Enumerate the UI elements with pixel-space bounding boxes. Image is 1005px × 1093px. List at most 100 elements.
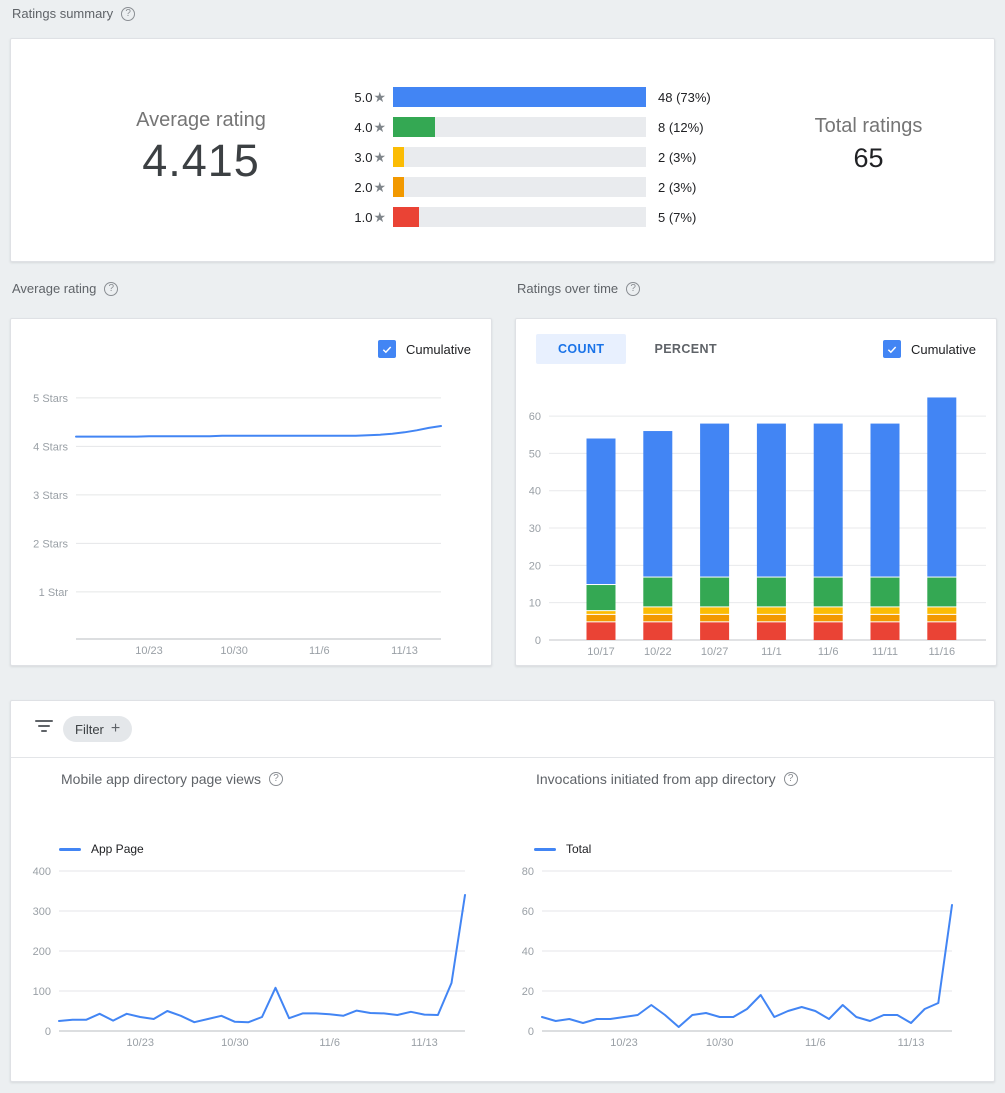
filter-chip[interactable]: Filter + xyxy=(63,716,133,742)
cumulative-toggle[interactable]: Cumulative xyxy=(377,340,471,358)
svg-text:11/13: 11/13 xyxy=(411,1037,438,1049)
panel-title-text: Invocations initiated from app directory xyxy=(536,771,776,787)
svg-text:20: 20 xyxy=(522,986,534,998)
rating-row: 5.0★ 48 (73%) xyxy=(348,82,711,112)
svg-text:2 Stars: 2 Stars xyxy=(33,538,68,550)
cumulative-checkbox[interactable] xyxy=(882,340,901,358)
svg-text:100: 100 xyxy=(33,986,51,998)
section-title-text: Ratings over time xyxy=(517,281,619,296)
rating-label: 2.0★ xyxy=(354,178,386,195)
legend-label: App Page xyxy=(91,842,144,856)
tab-percent[interactable]: PERCENT xyxy=(654,342,717,356)
rating-count: 8 (12%) xyxy=(658,119,704,135)
cumulative-checkbox[interactable] xyxy=(377,340,396,358)
ratings-breakdown-chart: 5.0★ 48 (73%) 4.0★ 8 (12%) 3.0★ 2 (3%) 2.0★ 2 (… xyxy=(348,82,711,232)
star-icon: ★ xyxy=(373,118,386,135)
star-icon: ★ xyxy=(373,88,386,105)
svg-text:10: 10 xyxy=(529,598,541,610)
help-icon[interactable]: ? xyxy=(626,281,641,296)
rating-bar-track xyxy=(393,117,646,137)
svg-text:40: 40 xyxy=(522,946,534,958)
ratings-over-time-card: 0 10 20 30 40 50 60 10/17 10/22 10/27 11/1 11/6 11/1… xyxy=(515,318,997,666)
svg-text:10/22: 10/22 xyxy=(644,646,672,658)
svg-text:11/11: 11/11 xyxy=(872,646,898,658)
svg-text:11/6: 11/6 xyxy=(805,1037,826,1049)
svg-text:30: 30 xyxy=(529,523,541,535)
svg-text:60: 60 xyxy=(529,411,541,423)
rating-row: 4.0★ 8 (12%) xyxy=(348,112,711,142)
total-ratings-value: 65 xyxy=(853,143,884,173)
help-icon[interactable]: ? xyxy=(104,281,119,296)
legend-line xyxy=(534,847,556,851)
rating-count: 2 (3%) xyxy=(658,149,697,165)
svg-text:11/6: 11/6 xyxy=(309,645,330,657)
svg-text:10/30: 10/30 xyxy=(220,645,248,657)
svg-text:80: 80 xyxy=(522,866,534,878)
svg-text:11/13: 11/13 xyxy=(898,1037,925,1049)
average-rating-card: 1 Star 2 Stars 3 Stars 4 Stars 5 Stars 10/23 1… xyxy=(10,318,492,666)
svg-text:10/17: 10/17 xyxy=(587,646,615,658)
svg-text:11/1: 11/1 xyxy=(761,646,782,658)
svg-text:0: 0 xyxy=(535,635,541,647)
legend-line xyxy=(59,847,81,851)
rating-label: 1.0★ xyxy=(354,208,386,225)
invocations-legend: Total xyxy=(534,842,591,856)
rating-count: 48 (73%) xyxy=(658,89,711,105)
cumulative-toggle[interactable]: Cumulative xyxy=(882,340,976,358)
svg-text:5 Stars: 5 Stars xyxy=(33,393,68,405)
plus-icon: + xyxy=(110,720,121,737)
star-icon: ★ xyxy=(373,148,386,165)
svg-text:10/23: 10/23 xyxy=(610,1037,638,1049)
rating-row: 2.0★ 2 (3%) xyxy=(348,172,711,202)
total-ratings-block: Total ratings 65 xyxy=(761,115,976,174)
help-icon[interactable]: ? xyxy=(269,772,283,786)
svg-text:60: 60 xyxy=(522,906,534,918)
svg-text:300: 300 xyxy=(33,906,51,918)
svg-text:0: 0 xyxy=(45,1026,51,1038)
svg-text:11/13: 11/13 xyxy=(391,645,418,657)
svg-text:10/30: 10/30 xyxy=(706,1037,734,1049)
average-rating-value: 4.415 xyxy=(142,135,260,186)
svg-text:4 Stars: 4 Stars xyxy=(33,441,68,453)
rating-bar-track xyxy=(393,87,646,107)
star-icon: ★ xyxy=(373,178,386,195)
rating-bar-track xyxy=(393,207,646,227)
average-rating-label: Average rating xyxy=(136,109,266,131)
svg-text:50: 50 xyxy=(529,448,541,460)
page-views-line-chart: 0 100 200 300 400 10/23 10/30 11/6 11/13 xyxy=(33,866,466,1049)
average-rating-section-title: Average rating ? xyxy=(12,281,119,296)
svg-text:10/23: 10/23 xyxy=(126,1037,154,1049)
help-icon[interactable]: ? xyxy=(783,772,798,786)
invocations-line-chart: 0 20 40 60 80 10/23 10/30 11/6 11/13 xyxy=(522,866,953,1049)
svg-text:11/6: 11/6 xyxy=(818,646,839,658)
svg-text:11/6: 11/6 xyxy=(319,1037,340,1049)
filter-chip-label: Filter xyxy=(75,721,104,737)
page-title: Ratings summary xyxy=(12,6,114,21)
svg-text:0: 0 xyxy=(528,1026,534,1038)
cumulative-label: Cumulative xyxy=(910,341,976,357)
svg-text:1 Star: 1 Star xyxy=(39,587,69,599)
rating-bar-fill xyxy=(393,117,436,137)
page-views-legend: App Page xyxy=(59,842,144,856)
rating-bar-fill xyxy=(393,87,646,107)
tab-count[interactable]: COUNT xyxy=(536,334,627,364)
help-icon[interactable]: ? xyxy=(121,6,136,21)
filter-list-icon[interactable] xyxy=(33,717,55,735)
ratings-summary-card: Average rating 4.415 5.0★ 48 (73%) 4.0★ 8 (… xyxy=(10,38,995,262)
total-ratings-label: Total ratings xyxy=(814,115,923,137)
svg-text:3 Stars: 3 Stars xyxy=(33,490,68,502)
svg-text:20: 20 xyxy=(529,560,541,572)
svg-text:200: 200 xyxy=(33,946,51,958)
rating-count: 2 (3%) xyxy=(658,179,697,195)
rating-bar-track xyxy=(393,147,646,167)
average-rating-block: Average rating 4.415 xyxy=(51,109,351,187)
divider xyxy=(11,757,994,758)
svg-text:11/16: 11/16 xyxy=(928,646,955,658)
count-percent-tabs: COUNT PERCENT xyxy=(536,334,739,364)
page-title-row: Ratings summary ? xyxy=(12,6,136,21)
rating-bar-fill xyxy=(393,207,420,227)
rating-bar-fill xyxy=(393,147,404,167)
svg-text:40: 40 xyxy=(529,486,541,498)
ratings-over-time-section-title: Ratings over time ? xyxy=(517,281,641,296)
